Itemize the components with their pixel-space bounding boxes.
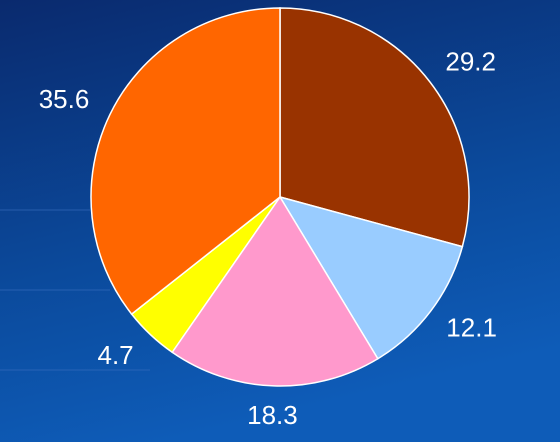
data-label: 12.1 <box>446 312 497 342</box>
pie <box>90 7 470 387</box>
pie-slice <box>171 195 379 387</box>
pie-slice <box>278 195 464 360</box>
data-label: 29.2 <box>445 46 496 76</box>
decoration <box>0 209 150 371</box>
data-label: 4.7 <box>97 340 133 370</box>
data-label: 18.3 <box>247 400 298 430</box>
data-label: 35.6 <box>39 84 90 114</box>
labels: 29.2 12.1 18.3 4.7 35.6 <box>39 46 497 429</box>
pie-slice <box>90 7 281 316</box>
pie-slice <box>279 7 470 248</box>
